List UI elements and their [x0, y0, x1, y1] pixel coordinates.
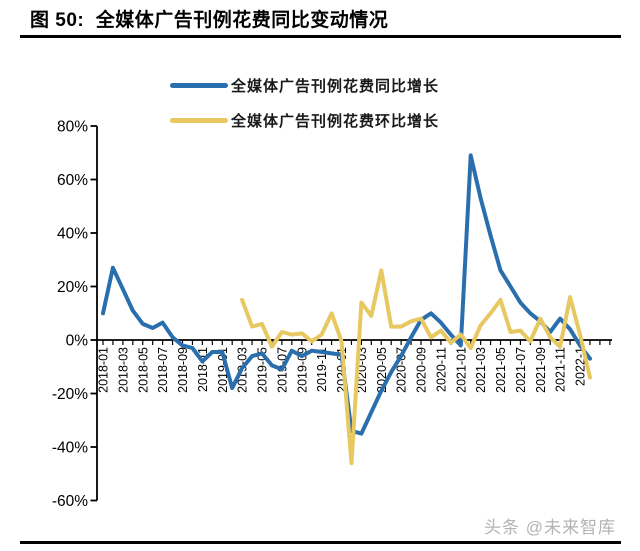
x-axis-label: 2021-05	[494, 347, 508, 393]
y-axis-label: -20%	[52, 386, 88, 403]
legend-item-mom: 全媒体广告刊例花费环比增长	[170, 111, 440, 130]
x-axis-label: 2019-11	[315, 347, 329, 392]
legend-line-mom-swatch	[170, 117, 228, 123]
x-axis-label: 2018-03	[116, 347, 130, 393]
x-axis-label: 2021-09	[534, 347, 548, 393]
x-axis-label: 2018-09	[176, 347, 190, 393]
x-axis-label: 2019-01	[216, 347, 230, 393]
legend-label-yoy: 全媒体广告刊例花费同比增长	[231, 77, 440, 95]
y-axis-label: 0%	[66, 333, 89, 350]
x-axis-label: 2018-07	[156, 347, 170, 393]
chart-legend: 全媒体广告刊例花费同比增长 全媒体广告刊例花费环比增长	[170, 76, 439, 146]
x-axis-label: 2020-09	[415, 347, 429, 393]
y-axis-label: -40%	[52, 440, 88, 457]
legend-line-yoy-swatch	[170, 82, 228, 88]
figure-bottom-border	[20, 541, 621, 544]
y-axis-label: 40%	[57, 226, 88, 243]
series-line-mom	[240, 268, 592, 466]
watermark: 头条 @未来智库	[484, 518, 616, 537]
x-axis-label: 2021-01	[454, 347, 468, 393]
y-axis-label: 80%	[57, 119, 88, 136]
figure-title: 图 50: 全媒体广告刊例花费同比变动情况	[30, 10, 389, 31]
x-axis-label: 2020-11	[434, 347, 448, 392]
y-axis-label: 60%	[57, 172, 88, 189]
y-axis-label: 20%	[57, 279, 88, 296]
x-axis-label: 2019-09	[295, 347, 309, 393]
x-axis-label: 2018-05	[136, 347, 150, 393]
legend-label-mom: 全媒体广告刊例花费环比增长	[231, 112, 440, 130]
y-axis-label: -60%	[52, 493, 88, 510]
x-axis-label: 2021-11	[554, 347, 568, 392]
x-axis-label: 2021-03	[474, 347, 488, 393]
legend-item-yoy: 全媒体广告刊例花费同比增长	[170, 76, 440, 95]
x-axis-label: 2018-01	[97, 347, 111, 393]
x-axis-label: 2021-07	[514, 347, 528, 393]
title-divider	[20, 35, 621, 38]
